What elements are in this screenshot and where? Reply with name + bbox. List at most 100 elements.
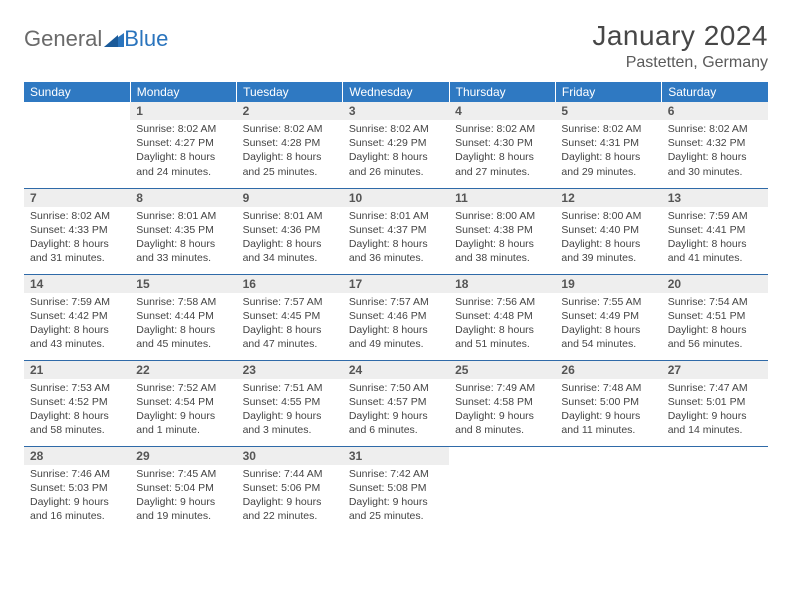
day-number: 29 (130, 447, 236, 465)
day-details: Sunrise: 7:52 AMSunset: 4:54 PMDaylight:… (130, 379, 236, 442)
day-details: Sunrise: 8:02 AMSunset: 4:28 PMDaylight:… (237, 120, 343, 183)
day-number: 15 (130, 275, 236, 293)
day-details: Sunrise: 7:55 AMSunset: 4:49 PMDaylight:… (555, 293, 661, 356)
day-number: 23 (237, 361, 343, 379)
calendar-day-cell: 2Sunrise: 8:02 AMSunset: 4:28 PMDaylight… (237, 102, 343, 188)
calendar-day-cell: 20Sunrise: 7:54 AMSunset: 4:51 PMDayligh… (662, 274, 768, 360)
calendar-week-row: ..1Sunrise: 8:02 AMSunset: 4:27 PMDaylig… (24, 102, 768, 188)
calendar-day-cell: 12Sunrise: 8:00 AMSunset: 4:40 PMDayligh… (555, 188, 661, 274)
day-details: Sunrise: 7:57 AMSunset: 4:45 PMDaylight:… (237, 293, 343, 356)
calendar-body: ..1Sunrise: 8:02 AMSunset: 4:27 PMDaylig… (24, 102, 768, 532)
day-details: Sunrise: 7:58 AMSunset: 4:44 PMDaylight:… (130, 293, 236, 356)
day-number: 3 (343, 102, 449, 120)
calendar-header-row: SundayMondayTuesdayWednesdayThursdayFrid… (24, 82, 768, 102)
calendar-day-cell: 15Sunrise: 7:58 AMSunset: 4:44 PMDayligh… (130, 274, 236, 360)
day-details: Sunrise: 7:50 AMSunset: 4:57 PMDaylight:… (343, 379, 449, 442)
day-number: 26 (555, 361, 661, 379)
calendar-day-cell: 23Sunrise: 7:51 AMSunset: 4:55 PMDayligh… (237, 360, 343, 446)
weekday-header: Wednesday (343, 82, 449, 102)
day-details: Sunrise: 7:57 AMSunset: 4:46 PMDaylight:… (343, 293, 449, 356)
day-number: 24 (343, 361, 449, 379)
day-details: Sunrise: 7:59 AMSunset: 4:42 PMDaylight:… (24, 293, 130, 356)
calendar-day-cell: 27Sunrise: 7:47 AMSunset: 5:01 PMDayligh… (662, 360, 768, 446)
day-number: 17 (343, 275, 449, 293)
day-details: Sunrise: 8:01 AMSunset: 4:37 PMDaylight:… (343, 207, 449, 270)
day-details: Sunrise: 7:54 AMSunset: 4:51 PMDaylight:… (662, 293, 768, 356)
header: General Blue January 2024 Pastetten, Ger… (24, 20, 768, 72)
calendar-day-cell: 17Sunrise: 7:57 AMSunset: 4:46 PMDayligh… (343, 274, 449, 360)
calendar-day-cell: 4Sunrise: 8:02 AMSunset: 4:30 PMDaylight… (449, 102, 555, 188)
calendar-day-cell: 31Sunrise: 7:42 AMSunset: 5:08 PMDayligh… (343, 446, 449, 532)
calendar-day-cell: 26Sunrise: 7:48 AMSunset: 5:00 PMDayligh… (555, 360, 661, 446)
calendar-week-row: 7Sunrise: 8:02 AMSunset: 4:33 PMDaylight… (24, 188, 768, 274)
calendar-day-cell: 13Sunrise: 7:59 AMSunset: 4:41 PMDayligh… (662, 188, 768, 274)
day-number: 18 (449, 275, 555, 293)
day-details: Sunrise: 7:59 AMSunset: 4:41 PMDaylight:… (662, 207, 768, 270)
title-block: January 2024 Pastetten, Germany (592, 20, 768, 72)
day-number: 13 (662, 189, 768, 207)
day-number: 25 (449, 361, 555, 379)
day-number: 28 (24, 447, 130, 465)
calendar-day-cell: 16Sunrise: 7:57 AMSunset: 4:45 PMDayligh… (237, 274, 343, 360)
calendar-day-cell: 19Sunrise: 7:55 AMSunset: 4:49 PMDayligh… (555, 274, 661, 360)
calendar-day-cell: 7Sunrise: 8:02 AMSunset: 4:33 PMDaylight… (24, 188, 130, 274)
day-number: 20 (662, 275, 768, 293)
day-number: 14 (24, 275, 130, 293)
calendar-day-cell: 25Sunrise: 7:49 AMSunset: 4:58 PMDayligh… (449, 360, 555, 446)
weekday-header: Friday (555, 82, 661, 102)
day-details: Sunrise: 7:47 AMSunset: 5:01 PMDaylight:… (662, 379, 768, 442)
calendar-day-cell: .. (449, 446, 555, 532)
calendar-day-cell: .. (662, 446, 768, 532)
day-number: 10 (343, 189, 449, 207)
day-details: Sunrise: 7:46 AMSunset: 5:03 PMDaylight:… (24, 465, 130, 528)
day-number: 31 (343, 447, 449, 465)
day-details: Sunrise: 8:02 AMSunset: 4:29 PMDaylight:… (343, 120, 449, 183)
weekday-header: Tuesday (237, 82, 343, 102)
day-number: 21 (24, 361, 130, 379)
day-details: Sunrise: 7:53 AMSunset: 4:52 PMDaylight:… (24, 379, 130, 442)
day-details: Sunrise: 7:44 AMSunset: 5:06 PMDaylight:… (237, 465, 343, 528)
day-number: 27 (662, 361, 768, 379)
weekday-header: Saturday (662, 82, 768, 102)
day-number: 1 (130, 102, 236, 120)
day-details: Sunrise: 7:51 AMSunset: 4:55 PMDaylight:… (237, 379, 343, 442)
day-details: Sunrise: 8:02 AMSunset: 4:33 PMDaylight:… (24, 207, 130, 270)
calendar-week-row: 28Sunrise: 7:46 AMSunset: 5:03 PMDayligh… (24, 446, 768, 532)
day-number: 22 (130, 361, 236, 379)
day-details: Sunrise: 7:56 AMSunset: 4:48 PMDaylight:… (449, 293, 555, 356)
logo-text-blue: Blue (124, 26, 168, 52)
day-details: Sunrise: 7:48 AMSunset: 5:00 PMDaylight:… (555, 379, 661, 442)
calendar-day-cell: 22Sunrise: 7:52 AMSunset: 4:54 PMDayligh… (130, 360, 236, 446)
weekday-header: Thursday (449, 82, 555, 102)
logo: General Blue (24, 20, 168, 52)
calendar-day-cell: 6Sunrise: 8:02 AMSunset: 4:32 PMDaylight… (662, 102, 768, 188)
calendar-day-cell: .. (24, 102, 130, 188)
day-number: 6 (662, 102, 768, 120)
day-details: Sunrise: 8:02 AMSunset: 4:31 PMDaylight:… (555, 120, 661, 183)
day-details: Sunrise: 7:42 AMSunset: 5:08 PMDaylight:… (343, 465, 449, 528)
calendar-day-cell: 28Sunrise: 7:46 AMSunset: 5:03 PMDayligh… (24, 446, 130, 532)
day-number: 8 (130, 189, 236, 207)
calendar-day-cell: 24Sunrise: 7:50 AMSunset: 4:57 PMDayligh… (343, 360, 449, 446)
location-label: Pastetten, Germany (592, 54, 768, 72)
day-number: 11 (449, 189, 555, 207)
day-details: Sunrise: 7:45 AMSunset: 5:04 PMDaylight:… (130, 465, 236, 528)
day-details: Sunrise: 8:00 AMSunset: 4:38 PMDaylight:… (449, 207, 555, 270)
calendar-day-cell: .. (555, 446, 661, 532)
day-number: 9 (237, 189, 343, 207)
day-number: 5 (555, 102, 661, 120)
day-details: Sunrise: 8:02 AMSunset: 4:27 PMDaylight:… (130, 120, 236, 183)
day-number: 2 (237, 102, 343, 120)
day-details: Sunrise: 8:02 AMSunset: 4:32 PMDaylight:… (662, 120, 768, 183)
weekday-header: Sunday (24, 82, 130, 102)
calendar-week-row: 14Sunrise: 7:59 AMSunset: 4:42 PMDayligh… (24, 274, 768, 360)
calendar-day-cell: 14Sunrise: 7:59 AMSunset: 4:42 PMDayligh… (24, 274, 130, 360)
day-number: 30 (237, 447, 343, 465)
calendar-day-cell: 5Sunrise: 8:02 AMSunset: 4:31 PMDaylight… (555, 102, 661, 188)
calendar-day-cell: 29Sunrise: 7:45 AMSunset: 5:04 PMDayligh… (130, 446, 236, 532)
day-number: 19 (555, 275, 661, 293)
day-details: Sunrise: 8:01 AMSunset: 4:35 PMDaylight:… (130, 207, 236, 270)
calendar-day-cell: 8Sunrise: 8:01 AMSunset: 4:35 PMDaylight… (130, 188, 236, 274)
calendar-day-cell: 11Sunrise: 8:00 AMSunset: 4:38 PMDayligh… (449, 188, 555, 274)
day-number: 7 (24, 189, 130, 207)
